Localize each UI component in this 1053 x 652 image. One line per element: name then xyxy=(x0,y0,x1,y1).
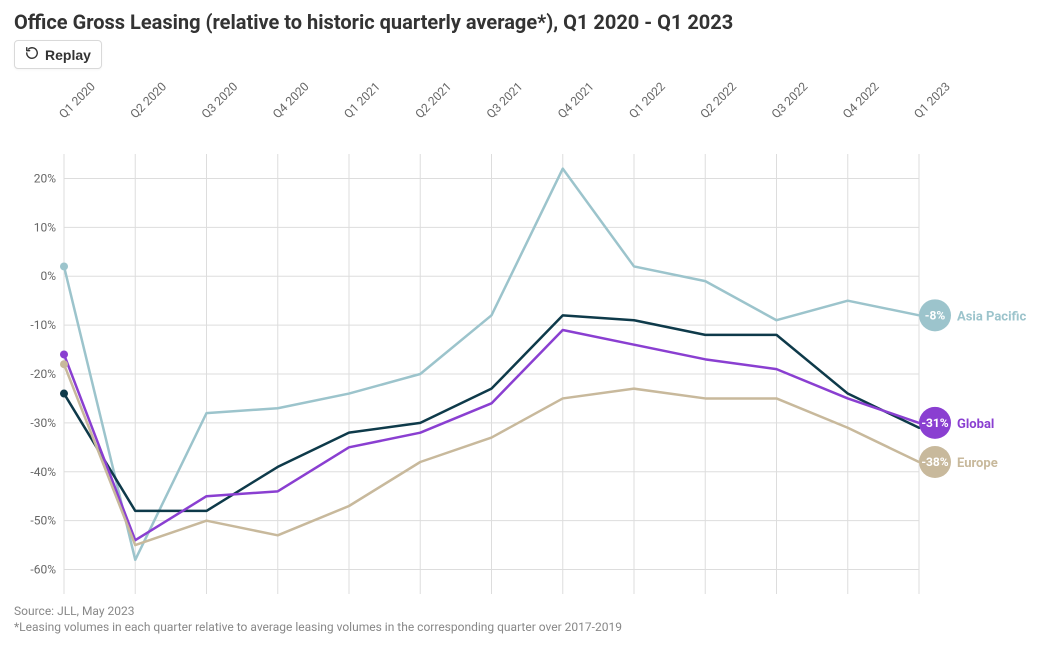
series-end-label: Europe xyxy=(957,456,998,471)
source-line: Source: JLL, May 2023 xyxy=(14,603,1039,619)
series-end-badge-text: -31% xyxy=(921,416,948,430)
x-axis-tick-label: Q2 2022 xyxy=(697,79,739,121)
series-start-marker xyxy=(60,350,68,358)
series-end-badge-text: -38% xyxy=(921,455,948,469)
x-axis-tick-label: Q4 2022 xyxy=(840,79,882,121)
y-axis-tick-label: 0% xyxy=(40,269,56,283)
line-chart: -60% -50% -40% -30% -20% -10% 0% 10% 20% Q1 2020 Q… xyxy=(14,69,1039,599)
y-axis-tick-label: -10% xyxy=(30,318,56,332)
series-end-label: Asia Pacific xyxy=(957,309,1026,324)
x-axis-tick-label: Q4 2021 xyxy=(555,79,597,121)
x-axis-tick-label: Q3 2020 xyxy=(199,79,241,121)
note-line: *Leasing volumes in each quarter relativ… xyxy=(14,619,1039,635)
x-axis-tick-label: Q1 2020 xyxy=(56,79,98,121)
x-axis-tick-label: Q2 2021 xyxy=(412,79,454,121)
replay-icon xyxy=(25,46,39,63)
y-axis-tick-label: -30% xyxy=(30,416,56,430)
series-end-label: Global xyxy=(957,417,994,432)
y-axis-tick-label: 20% xyxy=(34,171,56,185)
y-axis-tick-label: -20% xyxy=(30,367,56,381)
x-axis-tick-label: Q2 2020 xyxy=(127,79,169,121)
x-axis-tick-label: Q1 2021 xyxy=(341,79,383,121)
x-axis-tick-label: Q1 2023 xyxy=(911,79,953,121)
series-start-marker xyxy=(60,262,68,270)
y-axis-tick-label: -60% xyxy=(30,563,56,577)
y-axis-tick-label: -40% xyxy=(30,465,56,479)
replay-button-label: Replay xyxy=(45,47,91,63)
series-start-marker xyxy=(60,360,68,368)
chart-title: Office Gross Leasing (relative to histor… xyxy=(14,10,1039,34)
x-axis-tick-label: Q4 2020 xyxy=(270,79,312,121)
y-axis-tick-label: -50% xyxy=(30,514,56,528)
y-axis-tick-label: 10% xyxy=(34,220,56,234)
replay-button[interactable]: Replay xyxy=(14,40,102,69)
x-axis-tick-label: Q3 2021 xyxy=(484,79,526,121)
chart-footnotes: Source: JLL, May 2023 *Leasing volumes i… xyxy=(14,603,1039,635)
series-start-marker xyxy=(60,390,68,398)
series-end-badge-text: -8% xyxy=(925,308,946,322)
x-axis-tick-label: Q3 2022 xyxy=(769,79,811,121)
x-axis-tick-label: Q1 2022 xyxy=(626,79,668,121)
